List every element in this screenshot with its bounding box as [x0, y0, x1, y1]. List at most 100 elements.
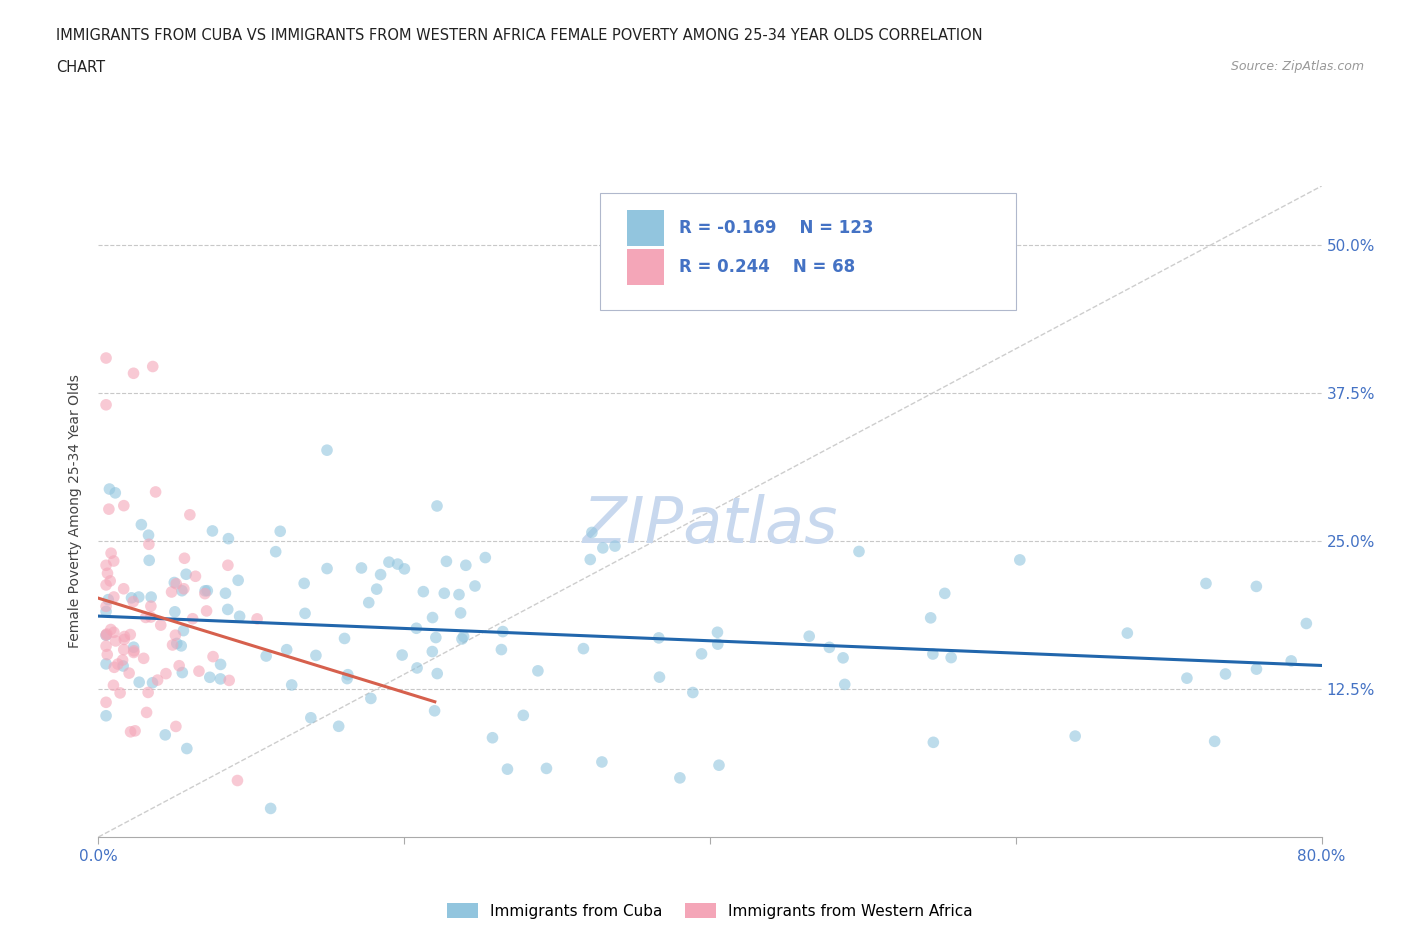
- Point: [246, 611, 269, 626]
- Point: [122, 365, 145, 380]
- Point: [165, 719, 187, 734]
- Point: [202, 649, 225, 664]
- Point: [922, 735, 945, 750]
- Text: R = 0.244    N = 68: R = 0.244 N = 68: [679, 259, 856, 276]
- Point: [1008, 552, 1031, 567]
- Point: [135, 610, 157, 625]
- Point: [264, 544, 287, 559]
- Point: [195, 604, 218, 618]
- Point: [454, 558, 477, 573]
- Point: [217, 558, 239, 573]
- Point: [112, 658, 135, 673]
- Point: [412, 584, 434, 599]
- Point: [138, 527, 160, 542]
- Point: [94, 397, 117, 412]
- Point: [94, 657, 117, 671]
- Point: [155, 666, 177, 681]
- Point: [336, 667, 359, 682]
- Point: [103, 590, 125, 604]
- Point: [104, 633, 127, 648]
- Point: [194, 586, 217, 601]
- Point: [425, 631, 447, 645]
- Point: [136, 685, 159, 700]
- Point: [122, 594, 145, 609]
- Point: [450, 605, 472, 620]
- Point: [128, 590, 150, 604]
- Point: [280, 678, 302, 693]
- Point: [145, 485, 167, 499]
- Point: [572, 641, 595, 656]
- Point: [128, 675, 150, 690]
- Point: [100, 546, 122, 561]
- Point: [131, 517, 153, 532]
- Point: [406, 660, 429, 675]
- Point: [139, 609, 162, 624]
- Point: [426, 666, 449, 681]
- Point: [491, 642, 513, 657]
- Point: [142, 359, 165, 374]
- Point: [135, 705, 157, 720]
- Point: [218, 673, 240, 688]
- Point: [122, 644, 145, 658]
- Point: [1064, 729, 1087, 744]
- Point: [165, 628, 187, 643]
- Point: [98, 574, 121, 589]
- Point: [108, 685, 131, 700]
- Point: [122, 645, 145, 660]
- Point: [138, 537, 160, 551]
- Point: [97, 501, 120, 516]
- Point: [464, 578, 486, 593]
- Bar: [627, 210, 664, 246]
- Point: [100, 622, 122, 637]
- Point: [111, 653, 134, 668]
- Point: [1246, 579, 1268, 594]
- Point: [198, 670, 221, 684]
- Point: [921, 646, 943, 661]
- Point: [682, 685, 704, 700]
- Point: [832, 650, 855, 665]
- Point: [139, 599, 162, 614]
- Point: [209, 671, 232, 686]
- Point: [176, 741, 198, 756]
- Point: [920, 610, 942, 625]
- Point: [690, 646, 713, 661]
- Point: [112, 632, 135, 647]
- Point: [706, 625, 728, 640]
- Point: [167, 658, 190, 673]
- Legend: Immigrants from Cuba, Immigrants from Western Africa: Immigrants from Cuba, Immigrants from We…: [441, 897, 979, 925]
- Point: [112, 581, 135, 596]
- Point: [527, 663, 550, 678]
- Point: [160, 585, 183, 600]
- Point: [579, 552, 602, 567]
- Point: [184, 569, 207, 584]
- Point: [94, 628, 117, 643]
- FancyBboxPatch shape: [600, 193, 1015, 310]
- Point: [648, 670, 671, 684]
- Point: [453, 629, 475, 644]
- Point: [217, 531, 239, 546]
- Point: [1215, 667, 1237, 682]
- Point: [172, 623, 194, 638]
- Point: [405, 621, 427, 636]
- Point: [451, 631, 474, 646]
- Point: [94, 578, 117, 592]
- Point: [834, 677, 856, 692]
- Point: [492, 624, 515, 639]
- Y-axis label: Female Poverty Among 25-34 Year Olds: Female Poverty Among 25-34 Year Olds: [69, 375, 83, 648]
- Point: [328, 719, 350, 734]
- Point: [648, 631, 671, 645]
- Point: [170, 638, 193, 653]
- Point: [188, 664, 211, 679]
- Point: [433, 586, 456, 601]
- Text: CHART: CHART: [56, 60, 105, 75]
- Point: [391, 647, 413, 662]
- Point: [96, 565, 118, 580]
- Point: [316, 443, 339, 458]
- Point: [848, 544, 870, 559]
- Point: [366, 581, 388, 596]
- Point: [173, 551, 195, 565]
- Point: [481, 730, 503, 745]
- Point: [1204, 734, 1226, 749]
- Point: [120, 627, 142, 642]
- Point: [103, 625, 125, 640]
